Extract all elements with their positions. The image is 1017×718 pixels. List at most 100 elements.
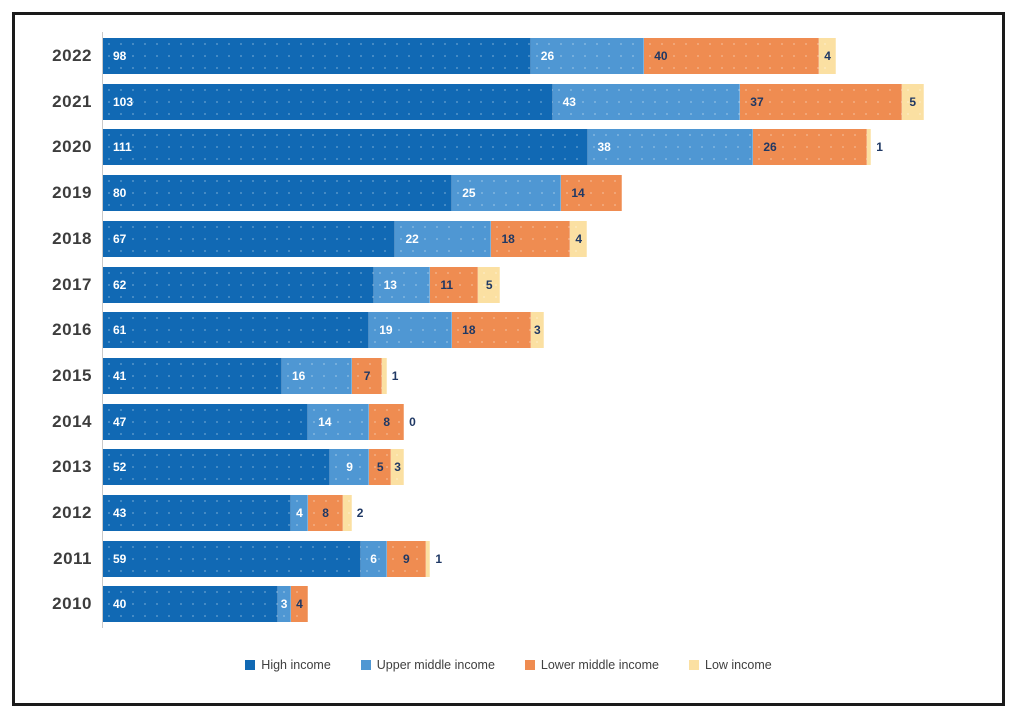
category-label-2014: 2014 xyxy=(52,411,92,431)
stacked-bar-2021: 103 43 37 5 xyxy=(103,83,924,120)
bar-row-2013: 2013 52 9 5 3 xyxy=(0,449,1017,486)
category-label-2011: 2011 xyxy=(53,548,92,568)
value-label: 4 xyxy=(296,506,303,520)
bar-segment-lower-middle-income: 4 xyxy=(290,586,309,623)
category-label-2016: 2016 xyxy=(52,320,92,340)
bar-segment-lower-middle-income: 40 xyxy=(644,38,819,74)
value-label: 9 xyxy=(403,551,410,566)
value-label: 5 xyxy=(485,277,493,292)
value-label: 14 xyxy=(571,186,585,201)
bar-segment-low-income: 3 xyxy=(530,312,544,349)
bar-segment-lower-middle-income: 5 xyxy=(369,449,392,486)
value-label: 37 xyxy=(750,94,764,109)
value-label: 43 xyxy=(113,506,127,520)
category-label-2019: 2019 xyxy=(52,183,92,203)
value-label: 41 xyxy=(113,368,127,383)
value-label-outside: 1 xyxy=(435,551,443,566)
value-label: 103 xyxy=(113,94,134,109)
legend-label: High income xyxy=(261,658,331,672)
bar-segment-lower-middle-income: 37 xyxy=(740,83,902,120)
value-label: 62 xyxy=(113,277,127,292)
value-label: 3 xyxy=(394,460,401,475)
value-label: 52 xyxy=(113,460,127,475)
category-label-2020: 2020 xyxy=(52,137,92,157)
value-label: 16 xyxy=(291,368,306,383)
value-label: 18 xyxy=(501,231,515,246)
value-label: 43 xyxy=(562,94,576,109)
stacked-bar-2014: 47 14 8 0 xyxy=(103,403,416,440)
bar-segment-upper-middle-income: 3 xyxy=(277,586,291,623)
bar-row-2017: 2017 62 13 11 5 xyxy=(0,266,1017,303)
value-label: 40 xyxy=(113,597,127,612)
value-label: 14 xyxy=(318,414,332,429)
legend-label: Lower middle income xyxy=(540,658,659,672)
bar-segment-lower-middle-income: 26 xyxy=(753,129,867,166)
bar-segment-high-income: 80 xyxy=(103,175,453,212)
bar-segment-high-income: 59 xyxy=(103,540,361,577)
value-label-outside: 0 xyxy=(409,414,416,429)
bar-segment-lower-middle-income: 7 xyxy=(351,357,383,394)
stacked-bar-2013: 52 9 5 3 xyxy=(103,449,405,486)
bar-segment-high-income: 41 xyxy=(103,357,282,394)
value-label-outside: 1 xyxy=(876,140,883,155)
bar-segment-low-income xyxy=(426,540,431,577)
bar-segment-low-income xyxy=(343,495,352,531)
bar-segment-upper-middle-income: 4 xyxy=(290,495,309,531)
bar-segment-lower-middle-income: 9 xyxy=(386,540,426,577)
legend-swatch-upper-middle-income xyxy=(360,660,371,670)
bar-row-2011: 2011 59 6 9 1 xyxy=(0,540,1017,577)
bar-segment-upper-middle-income: 6 xyxy=(360,540,387,577)
legend: High income Upper middle income Lower midd… xyxy=(0,658,1017,672)
bar-segment-upper-middle-income: 16 xyxy=(281,357,352,394)
bar-row-2016: 2016 61 19 18 3 xyxy=(0,312,1017,349)
value-label: 19 xyxy=(379,323,393,338)
value-label: 80 xyxy=(113,186,127,201)
bar-segment-high-income: 98 xyxy=(103,38,531,74)
value-label: 3 xyxy=(280,597,288,612)
category-label-2018: 2018 xyxy=(52,228,92,248)
legend-item-high-income: High income xyxy=(245,658,331,672)
stacked-bar-2012: 43 4 8 2 xyxy=(103,495,363,531)
value-label: 4 xyxy=(824,49,831,63)
value-label: 4 xyxy=(296,597,303,612)
value-label: 8 xyxy=(383,414,391,429)
bar-segment-high-income: 62 xyxy=(103,266,374,303)
bar-segment-high-income: 40 xyxy=(103,586,278,623)
value-label: 7 xyxy=(363,368,371,383)
bar-segment-upper-middle-income: 38 xyxy=(587,129,754,166)
value-label: 61 xyxy=(113,323,127,338)
bar-segment-high-income: 47 xyxy=(103,403,309,440)
legend-item-upper-middle-income: Upper middle income xyxy=(360,658,495,672)
legend-swatch-lower-middle-income xyxy=(524,660,535,670)
stacked-bar-2022: 98 26 40 4 xyxy=(103,38,837,74)
bar-row-2022: 2022 98 26 40 4 xyxy=(0,38,1017,74)
stacked-bar-2011: 59 6 9 1 xyxy=(103,540,443,577)
bar-segment-low-income: 4 xyxy=(818,38,837,74)
value-label: 59 xyxy=(113,551,127,566)
bar-row-2015: 2015 41 16 7 1 xyxy=(0,357,1017,394)
stacked-bar-2010: 40 3 4 xyxy=(103,586,309,623)
value-label-outside: 2 xyxy=(356,506,364,520)
bar-row-2018: 2018 67 22 18 4 xyxy=(0,220,1017,257)
value-label: 98 xyxy=(113,49,127,63)
bar-segment-lower-middle-income: 8 xyxy=(369,403,405,440)
category-label-2015: 2015 xyxy=(52,365,92,385)
legend-label: Upper middle income xyxy=(376,658,495,672)
bar-segment-lower-middle-income: 18 xyxy=(491,220,571,257)
value-label: 5 xyxy=(909,94,917,109)
value-label: 47 xyxy=(113,414,127,429)
bar-segment-upper-middle-income: 25 xyxy=(452,175,562,212)
category-label-2012: 2012 xyxy=(52,503,92,522)
bar-segment-upper-middle-income: 43 xyxy=(552,83,741,120)
value-label: 11 xyxy=(440,277,454,292)
bar-row-2020: 2020 111 38 26 1 xyxy=(0,129,1017,166)
stacked-bar-2015: 41 16 7 1 xyxy=(103,357,399,394)
value-label: 8 xyxy=(322,506,329,520)
bar-segment-lower-middle-income: 14 xyxy=(561,175,623,212)
value-label: 111 xyxy=(113,140,132,155)
bar-segment-upper-middle-income: 22 xyxy=(395,220,492,257)
bar-segment-upper-middle-income: 19 xyxy=(369,312,453,349)
value-label-outside: 1 xyxy=(391,368,399,383)
value-label: 26 xyxy=(540,49,555,63)
